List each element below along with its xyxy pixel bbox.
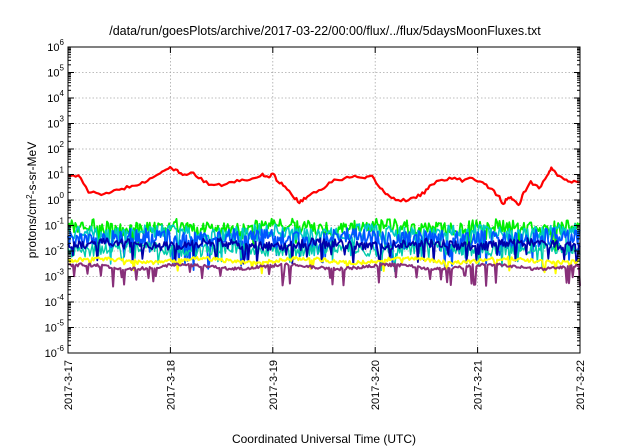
y-tick-labels: 10-6 10-5 10-4 10-3 10-2 10-1 100 101 102 103 104 1… [45, 38, 65, 360]
x-tick-label: 2017-3-20 [370, 360, 382, 410]
y-tick-label: 10-6 [45, 344, 65, 360]
plot-series [67, 165, 581, 288]
series-line-1 [67, 165, 580, 207]
y-tick-label: 10-3 [45, 268, 65, 284]
y-tick-label: 101 [47, 166, 64, 182]
grid-lines [67, 46, 581, 354]
x-tick-label: 2017-3-19 [268, 360, 280, 410]
y-tick-label: 10-2 [45, 242, 65, 258]
series-line-3 [67, 223, 581, 265]
y-tick-label: 104 [47, 89, 64, 105]
y-axis-title: protons/cm2-s-sr-MeV [25, 142, 39, 258]
x-tick-label: 2017-3-22 [575, 360, 587, 410]
series-line-7 [67, 255, 581, 275]
series-line-6 [67, 237, 581, 266]
y-tick-label: 102 [47, 140, 64, 156]
y-tick-label: 106 [47, 38, 64, 54]
y-tick-label: 105 [47, 64, 64, 80]
x-tick-label: 2017-3-17 [63, 360, 75, 410]
x-tick-label: 2017-3-18 [165, 360, 177, 410]
x-tick-labels: 2017-3-17 2017-3-18 2017-3-19 2017-3-20 2017… [63, 360, 587, 410]
axis-ticks [67, 46, 581, 354]
x-tick-label: 2017-3-21 [473, 360, 485, 410]
y-tick-label: 10-1 [45, 217, 65, 233]
x-axis-title: Coordinated Universal Time (UTC) [232, 432, 416, 446]
y-tick-label: 10-5 [45, 319, 65, 335]
y-tick-label: 100 [47, 191, 64, 207]
series-line-8 [68, 262, 581, 288]
y-tick-label: 10-4 [45, 293, 65, 309]
chart-title: /data/run/goesPlots/archive/2017-03-22/0… [109, 24, 541, 38]
y-tick-label: 103 [47, 115, 64, 131]
